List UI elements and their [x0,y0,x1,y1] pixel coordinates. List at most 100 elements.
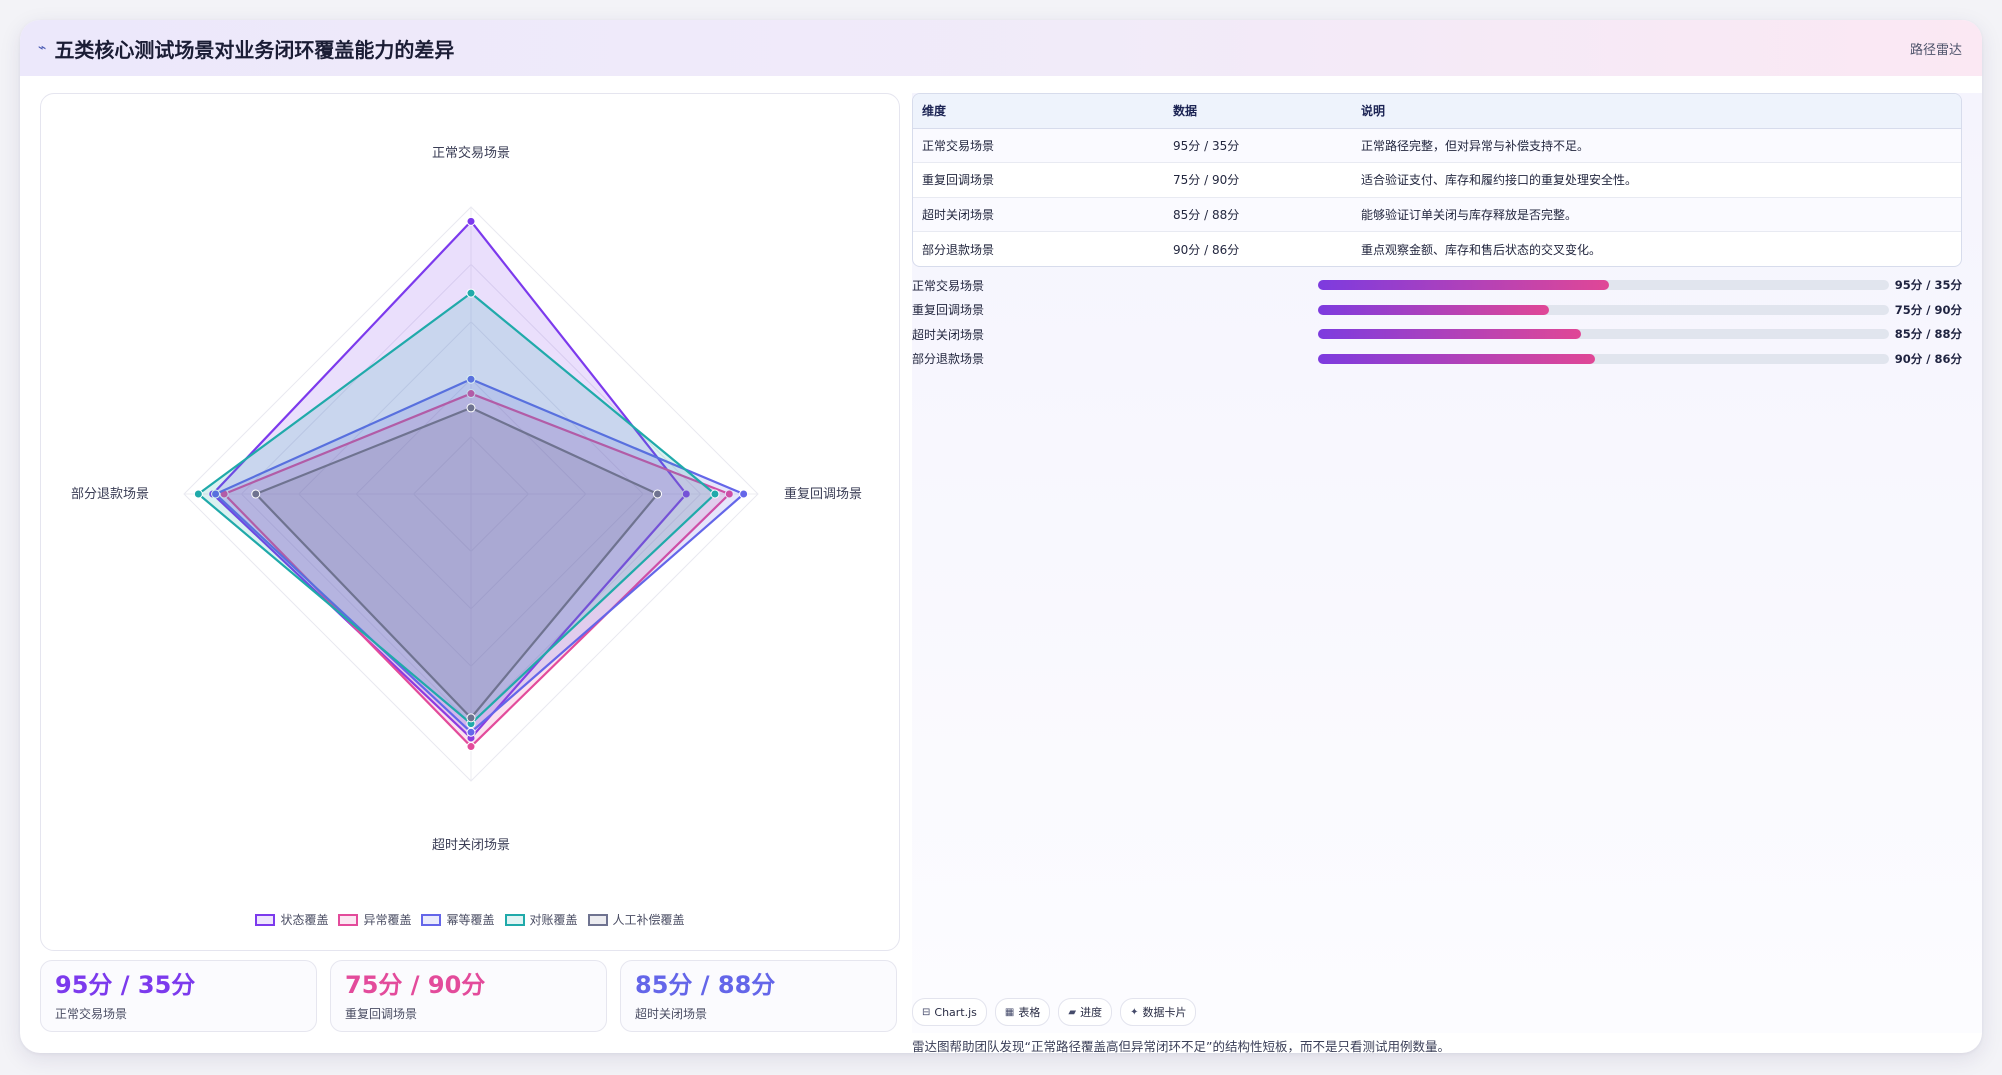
kpi-value: 85分 / 88分 [635,971,776,999]
data-point [466,742,476,752]
data-point [193,489,203,499]
progress-row: 重复回调场景 75分 / 90分 [912,298,1962,323]
chip-label: 表格 [1018,1006,1041,1019]
chip-label: 数据卡片 [1142,1006,1187,1019]
right-panel: 维度 数据 说明 正常交易场景 95分 / 35分 正常路径完整，但对异常与补偿… [912,93,1982,1053]
dashboard-card: ⌁ 五类核心测试场景对业务闭环覆盖能力的差异 路径雷达 正常交易场景 重复回调场景… [20,20,1982,1053]
progress-fill [1318,353,1595,364]
kpi-label: 超时关闭场景 [635,1007,708,1021]
progress-fill [1318,329,1581,340]
header: ⌁ 五类核心测试场景对业务闭环覆盖能力的差异 路径雷达 [20,20,1982,76]
progress-row: 超时关闭场景 85分 / 88分 [912,322,1962,347]
chip-label: Chart.js [934,1005,977,1019]
data-point [466,727,476,737]
view-tag: 路径雷达 [1909,42,1962,58]
legend-label: 异常覆盖 [363,913,412,927]
progress-track [1318,329,1889,340]
table-cell: 适合验证支付、库存和履约接口的重复处理安全性。 [1352,162,1961,198]
legend-swatch [338,913,359,926]
progress-label: 正常交易场景 [912,278,985,293]
table-icon: ▦ [1004,1006,1015,1018]
chip-label: 进度 [1080,1006,1103,1019]
progress-track [1318,353,1889,364]
legend-label: 状态覆盖 [280,913,329,927]
legend-label: 人工补偿覆盖 [612,913,685,927]
table-row: 正常交易场景 95分 / 35分 正常路径完整，但对异常与补偿支持不足。 [913,128,1961,164]
chip-table[interactable]: ▦ 表格 [994,998,1051,1026]
legend-swatch [504,913,525,926]
data-point [466,216,476,226]
legend-item[interactable]: 状态覆盖 [255,911,328,928]
progress-label: 部分退款场景 [912,352,985,367]
kpi-card: 75分 / 90分 重复回调场景 [330,960,607,1032]
data-point [466,389,476,399]
progress-fill [1318,304,1550,315]
sparkle-icon: ✦ [1130,1006,1139,1018]
progress-list: 正常交易场景 95分 / 35分 重复回调场景 75分 / 90分 超时关闭场景… [912,273,1962,371]
table-cell: 95分 / 35分 [1164,128,1352,164]
table-cell: 重点观察金额、库存和售后状态的交叉变化。 [1361,242,1602,257]
legend-swatch [421,913,442,926]
kpi-label: 正常交易场景 [55,1007,128,1021]
axis-label: 重复回调场景 [784,486,862,502]
legend-item[interactable]: 幂等覆盖 [421,911,495,928]
data-point [211,489,221,499]
data-point [251,489,261,499]
axis-label: 正常交易场景 [432,145,510,161]
progress-label: 超时关闭场景 [912,327,985,342]
table-row: 部分退款场景 90分 / 86分 重点观察金额、库存和售后状态的交叉变化。 [913,232,1961,267]
column-header: 维度 [913,94,1164,129]
kpi-card: 85分 / 88分 超时关闭场景 [620,960,897,1032]
chip-chartjs[interactable]: ⊟ Chart.js [912,998,987,1026]
table-row: 超时关闭场景 85分 / 88分 能够验证订单关闭与库存释放是否完整。 [913,197,1961,233]
legend-item[interactable]: 人工补偿覆盖 [587,911,685,928]
progress-row: 部分退款场景 90分 / 86分 [912,347,1962,372]
progress-value: 90分 / 86分 [1894,351,1962,366]
data-point [724,489,734,499]
axis-label: 超时关闭场景 [432,838,510,853]
data-point [653,489,663,499]
kpi-label: 重复回调场景 [345,1007,418,1021]
radar-chart-panel: 正常交易场景重复回调场景超时关闭场景 部分退款场景 状态覆盖 异常覆盖 幂等覆盖 对账覆… [40,93,900,951]
table-header-row: 维度 数据 说明 [913,94,1961,129]
progress-value: 75分 / 90分 [1894,302,1962,317]
legend-label: 对账覆盖 [529,913,578,927]
progress-label: 重复回调场景 [912,303,985,318]
table-cell: 90分 / 86分 [1173,242,1240,257]
chip-data-card[interactable]: ✦ 数据卡片 [1120,998,1197,1026]
data-point [466,374,476,384]
page-title: 五类核心测试场景对业务闭环覆盖能力的差异 [54,37,455,62]
table-cell: 正常路径完整，但对异常与补偿支持不足。 [1352,128,1961,164]
column-header: 数据 [1164,94,1352,129]
axis-label: 部分退款场景 [71,487,149,502]
chip-progress[interactable]: ▰ 进度 [1058,998,1113,1026]
data-point [466,288,476,298]
data-point [739,489,749,499]
progress-track [1318,280,1889,291]
kpi-value: 75分 / 90分 [345,971,486,999]
footnote: 雷达图帮助团队发现“正常路径覆盖高但异常闭环不足”的结构性短板，而不是只看测试用… [912,1039,1450,1053]
data-point [466,403,476,413]
kpi-card: 95分 / 35分 正常交易场景 [40,960,317,1032]
legend-label: 幂等覆盖 [446,913,495,927]
table-cell: 重复回调场景 [913,162,1164,198]
table-cell: 85分 / 88分 [1164,197,1352,233]
table-cell: 75分 / 90分 [1164,162,1352,198]
kpi-value: 95分 / 35分 [55,971,196,999]
table-cell: 部分退款场景 [922,242,995,257]
radar-logo-icon: ⌁ [38,40,47,56]
legend-swatch [587,913,608,926]
data-table: 维度 数据 说明 正常交易场景 95分 / 35分 正常路径完整，但对异常与补偿… [912,93,1962,268]
chart-icon: ⊟ [922,1006,931,1018]
table-row: 重复回调场景 75分 / 90分 适合验证支付、库存和履约接口的重复处理安全性。 [913,162,1961,198]
column-header: 说明 [1352,94,1961,129]
legend-swatch [255,913,276,926]
legend-item[interactable]: 对账覆盖 [504,911,578,928]
progress-fill [1318,280,1610,291]
chart-legend: 状态覆盖 异常覆盖 幂等覆盖 对账覆盖 人工补偿覆盖 [41,911,899,928]
legend-item[interactable]: 异常覆盖 [338,911,411,928]
data-point [466,713,476,723]
table-cell: 正常交易场景 [913,128,1164,164]
table-cell: 超时关闭场景 [913,197,1164,233]
